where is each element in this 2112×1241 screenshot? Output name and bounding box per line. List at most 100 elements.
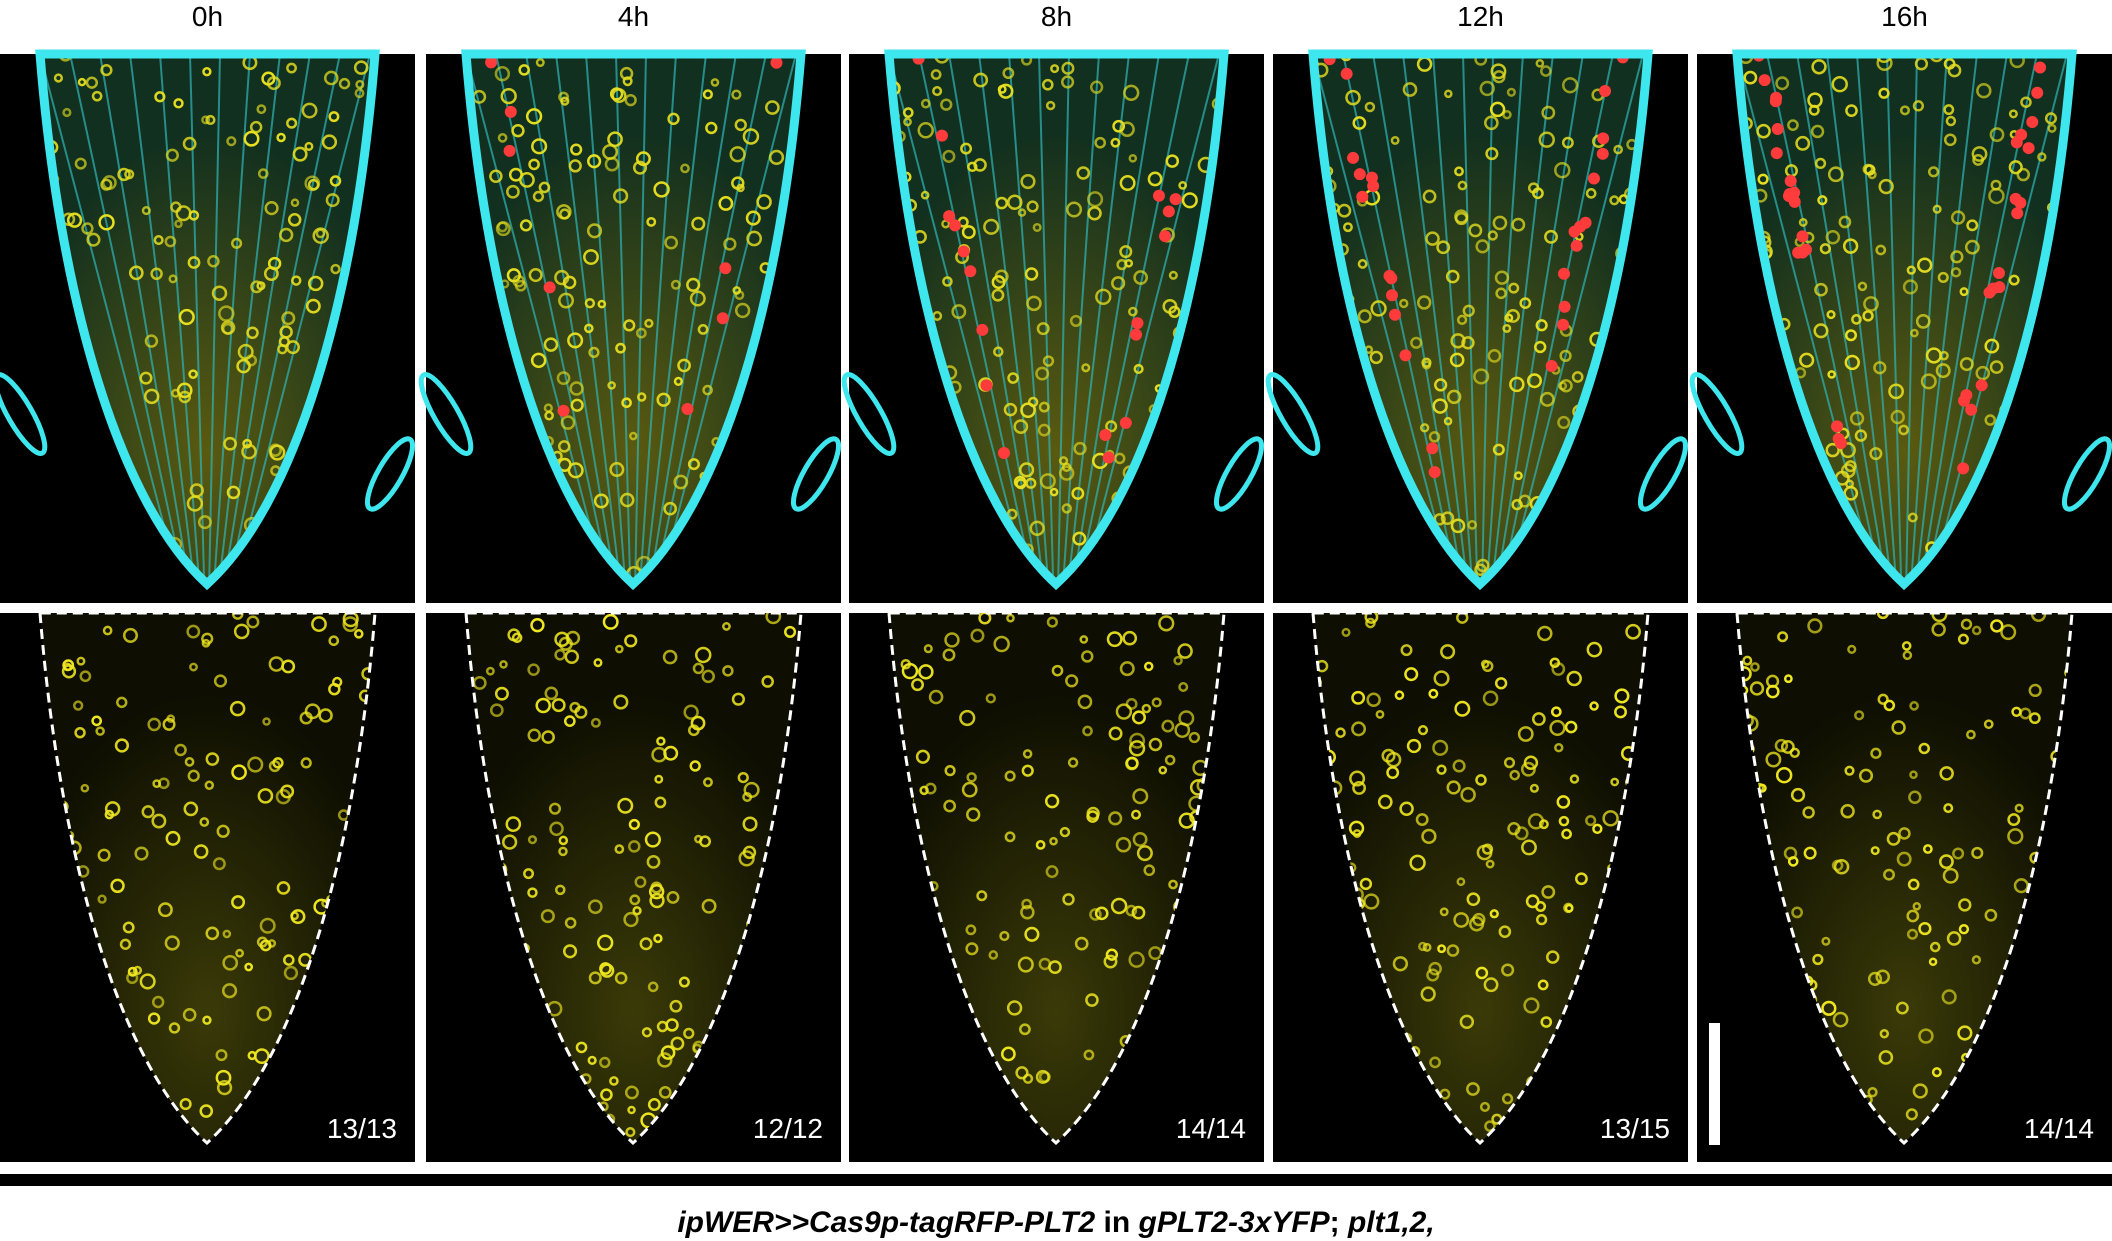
yfp-nucleus <box>653 181 670 198</box>
yfp-nucleus <box>1756 123 1771 139</box>
yfp-nucleus <box>614 644 624 654</box>
yfp-nucleus <box>650 881 663 894</box>
yfp-nucleus <box>666 890 680 904</box>
yfp-nucleus <box>1550 706 1562 718</box>
yfp-nucleus <box>330 263 341 275</box>
yfp-nucleus <box>1454 166 1464 177</box>
cell-file <box>221 54 311 584</box>
yfp-nucleus <box>614 971 628 985</box>
yfp-nucleus <box>1003 402 1018 417</box>
yfp-nucleus <box>1066 201 1083 218</box>
yfp-nucleus <box>1041 78 1054 91</box>
border-cell <box>841 372 897 456</box>
yfp-nucleus <box>1908 790 1922 804</box>
yfp-nucleus <box>1503 757 1516 769</box>
yfp-nucleus <box>2011 706 2022 718</box>
yfp-nucleus <box>1586 641 1603 658</box>
yfp-nucleus <box>353 629 364 639</box>
cell-file <box>1904 54 1918 584</box>
yfp-nucleus <box>649 892 665 909</box>
yfp-nucleus <box>1878 1050 1894 1065</box>
yfp-nucleus <box>2016 167 2030 182</box>
yfp-nucleus <box>530 352 547 369</box>
yfp-nucleus <box>280 784 295 799</box>
yfp-nucleus <box>584 297 596 309</box>
yfp-nucleus <box>613 188 629 204</box>
yfp-nucleus <box>1453 912 1470 928</box>
yfp-nucleus <box>1504 313 1514 323</box>
yfp-nucleus <box>1549 719 1566 737</box>
cell-file <box>647 54 737 584</box>
yfp-nucleus <box>648 883 665 900</box>
yfp-nucleus <box>312 227 329 244</box>
rfp-nucleus <box>1169 193 1182 206</box>
yfp-nucleus <box>1610 777 1620 787</box>
ratio-label: 12/12 <box>753 1113 823 1144</box>
yfp-nucleus <box>599 1056 611 1069</box>
yfp-nucleus <box>182 136 197 151</box>
yfp-nucleus <box>1359 877 1373 891</box>
yfp-nucleus <box>1472 912 1486 927</box>
yfp-nucleus <box>1941 989 1957 1005</box>
yfp-nucleus <box>211 285 228 301</box>
yfp-nucleus <box>1870 846 1880 856</box>
yfp-nucleus <box>193 844 209 859</box>
yfp-nucleus <box>204 780 215 791</box>
yfp-nucleus <box>1095 288 1112 305</box>
yfp-nucleus <box>1062 893 1075 906</box>
yfp-nucleus <box>1119 661 1135 677</box>
yfp-nucleus <box>609 1076 619 1086</box>
cell-file <box>1079 54 1220 584</box>
rfp-nucleus <box>1367 179 1380 192</box>
yfp-nucleus <box>548 802 562 815</box>
yfp-nucleus <box>702 384 713 396</box>
yfp-nucleus <box>2020 96 2032 108</box>
yfp-nucleus <box>617 797 634 814</box>
cell-file <box>1826 54 1894 584</box>
yfp-nucleus <box>654 796 667 809</box>
yfp-nucleus <box>179 1098 192 1111</box>
yfp-nucleus <box>1127 306 1138 317</box>
yfp-nucleus <box>1502 109 1512 120</box>
yfp-nucleus <box>182 1007 197 1022</box>
yfp-nucleus <box>272 757 284 769</box>
yfp-nucleus <box>1802 806 1815 819</box>
yfp-nucleus <box>1798 217 1808 227</box>
yfp-nucleus <box>593 658 603 668</box>
yfp-nucleus <box>928 689 944 705</box>
yfp-nucleus <box>587 1055 597 1065</box>
yfp-nucleus <box>1483 977 1499 993</box>
yfp-nucleus <box>1061 75 1075 89</box>
yfp-nucleus <box>62 659 75 672</box>
yfp-nucleus <box>1364 101 1376 113</box>
yfp-nucleus <box>216 1079 233 1096</box>
yfp-nucleus <box>1492 443 1505 456</box>
yfp-nucleus <box>257 788 274 804</box>
yfp-nucleus <box>1111 276 1126 291</box>
yfp-nucleus <box>1912 1083 1928 1099</box>
yfp-nucleus <box>226 485 241 500</box>
yfp-nucleus <box>1038 1071 1051 1083</box>
yfp-nucleus <box>1337 203 1352 218</box>
yfp-nucleus <box>1519 297 1532 310</box>
yfp-nucleus <box>1456 314 1468 326</box>
yfp-nucleus <box>1434 378 1448 392</box>
merged-image <box>1689 49 2112 603</box>
yfp-nucleus <box>1909 701 1919 711</box>
yfp-nucleus <box>165 148 179 162</box>
rfp-nucleus <box>1340 67 1353 80</box>
cell-file <box>1372 54 1465 584</box>
yfp-nucleus <box>540 909 555 924</box>
yfp-nucleus <box>1812 953 1824 966</box>
cell-file <box>1913 54 1978 584</box>
yfp-nucleus <box>587 154 602 169</box>
yfp-nucleus <box>1457 180 1468 191</box>
yfp-nucleus <box>205 926 220 941</box>
yfp-nucleus <box>1527 813 1545 830</box>
yfp-nucleus <box>1879 1029 1890 1039</box>
yfp-nucleus <box>667 112 680 126</box>
yfp-nucleus <box>511 123 525 138</box>
yfp-nucleus <box>731 89 742 100</box>
cell-file <box>525 54 618 584</box>
yfp-nucleus <box>556 371 571 385</box>
